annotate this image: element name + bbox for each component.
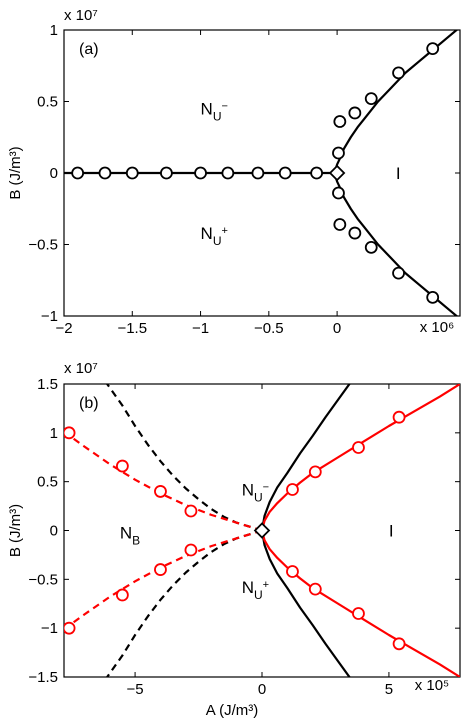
y-exponent-label: x 10⁷ [64,7,98,24]
panel-label: (a) [79,41,99,58]
data-point [308,465,322,479]
critical-point-marker [253,522,271,539]
data-point [332,146,345,160]
data-point [392,637,406,651]
y-tick-label: 0 [50,523,58,540]
x-tick-label: 0 [333,320,341,337]
data-point [184,543,198,557]
panel-b: −5 0 5 −1.5 −1 −0.5 0 0.5 1 1.5 x 10⁵ x 10⁷ B (J/m³)… [7,360,461,719]
series-line [106,529,263,677]
data-point [64,426,76,440]
y-tick-label: 0 [50,165,58,182]
data-point [392,266,405,280]
data-point [71,166,85,180]
data-point [352,607,365,620]
data-point [333,115,347,128]
data-point [251,166,265,180]
series-line [333,30,459,174]
data-point [286,483,299,496]
x-tick-label: −1 [192,320,209,337]
region-label: NB [120,523,140,547]
data-point [310,166,324,180]
data-point [364,240,378,254]
x-axis-label: A (J/m³) [206,702,259,719]
data-point [194,166,207,180]
x-exponent-label: x 10⁶ [420,319,455,336]
plot-area [64,384,460,677]
y-tick-label: −0.5 [28,237,58,254]
data-point [154,485,167,498]
data-point [308,582,322,596]
critical-point-marker [328,164,346,182]
x-tick-label: 5 [385,681,393,698]
data-point [115,459,129,473]
y-tick-label: 1 [50,22,58,39]
region-label: I [396,164,401,183]
data-point [160,166,173,180]
data-point [115,588,129,602]
x-tick-label: 0 [258,681,266,698]
region-label: NU− [242,480,269,504]
data-point [352,441,365,454]
data-point [221,166,235,180]
data-point [184,504,198,518]
y-axis-label: B (J/m³) [7,504,24,557]
y-tick-label: 1 [50,425,58,442]
y-tick-label: −1 [41,620,58,637]
x-tick-label: −5 [127,681,144,698]
x-tick-label: −1.5 [117,320,147,337]
y-tick-label: 1.5 [37,376,58,393]
data-point [426,291,440,304]
data-point [333,218,347,231]
data-point [64,621,76,635]
series-line [333,172,459,316]
data-point [348,106,362,120]
series-line [260,384,460,531]
data-point [392,66,405,80]
y-tick-label: 0.5 [37,94,58,111]
plot-area [64,30,459,316]
series-line [64,430,263,532]
data-point [154,563,167,576]
panel-a: −2 −1.5 −1 −0.5 0 −1 −0.5 0 0.5 1 x 10⁶ x 10⁷ B (J/m… [7,7,461,337]
x-tick-label: −2 [55,320,72,337]
data-point [364,92,378,106]
y-tick-label: −1 [41,308,58,325]
y-tick-label: 0.5 [37,474,58,491]
data-point [125,166,139,180]
data-point [286,565,299,578]
series-line [64,529,263,631]
data-point [426,42,440,55]
series-line [106,384,263,532]
series-line [260,530,351,677]
x-tick-label: −0.5 [254,320,284,337]
data-point [348,226,362,240]
y-exponent-label: x 10⁷ [64,360,98,377]
region-label: I [389,522,394,541]
data-point [392,410,406,424]
data-point [278,166,292,180]
y-tick-label: −1.5 [28,669,58,686]
y-axis-label: B (J/m³) [7,146,24,199]
region-label: NU− [201,100,228,124]
y-tick-label: −0.5 [28,571,58,588]
series-line [260,530,460,677]
x-exponent-label: x 10⁵ [415,677,450,694]
series-line [260,384,351,531]
data-point [332,186,345,200]
panel-label: (b) [79,395,99,412]
region-label: NU+ [201,224,228,248]
region-label: NU+ [242,578,269,602]
data-point [98,166,112,180]
